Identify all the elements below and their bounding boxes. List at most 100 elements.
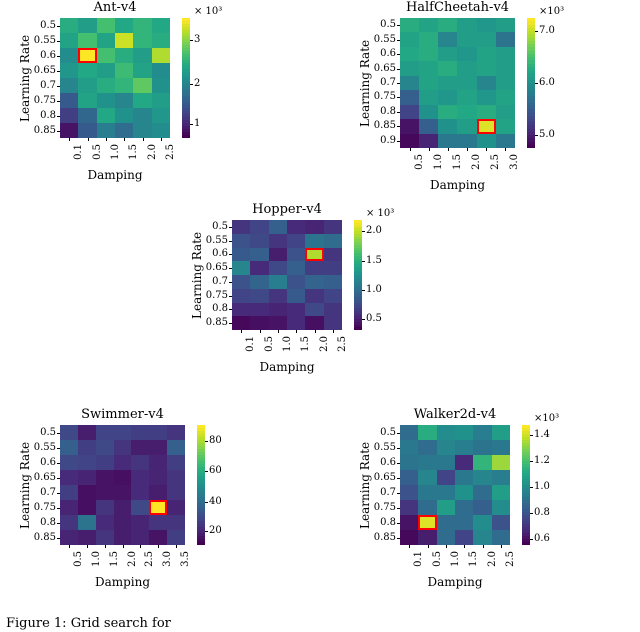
ytick-label: 0.65 <box>372 63 396 74</box>
colorbar-swimmer <box>197 425 205 545</box>
heatmap-cell <box>477 119 496 133</box>
heatmap-cell <box>78 455 96 470</box>
heatmap-cell <box>455 530 473 545</box>
heatmap-cell <box>477 105 496 119</box>
xtick-label: 2.0 <box>147 144 158 166</box>
title-hopper: Hopper-v4 <box>232 202 342 217</box>
heatmap-cell <box>400 485 418 500</box>
xtick-label: 2.0 <box>127 551 138 573</box>
heatmap-cell <box>419 76 438 90</box>
colorbar-tick: 3 <box>194 34 200 45</box>
heatmap-cell <box>287 275 305 289</box>
heatmap-cell <box>131 515 149 530</box>
heatmap-cell <box>133 78 151 93</box>
heatmap-cell <box>492 500 510 515</box>
xtick-label: 0.1 <box>73 144 84 166</box>
heatmap-cell <box>167 440 185 455</box>
heatmap-cell <box>418 500 436 515</box>
heatmap-cell <box>492 470 510 485</box>
heatmap-cell <box>96 455 114 470</box>
ylabel-swimmer: Learning Rate <box>18 442 32 529</box>
colorbar-halfcheetah <box>527 18 535 148</box>
heatmap-cell <box>457 119 476 133</box>
heatmap-cell <box>269 289 287 303</box>
heatmap-cell <box>131 470 149 485</box>
heatmap-cell <box>418 440 436 455</box>
heatmap-cell <box>437 530 455 545</box>
xtick-label: 2.0 <box>319 336 330 358</box>
heatmap-cell <box>114 485 132 500</box>
heatmap-cell <box>60 48 78 63</box>
heatmap-cell <box>60 108 78 123</box>
heatmap-cell <box>419 61 438 75</box>
ytick-label: 0.65 <box>32 472 56 483</box>
heatmap-cell <box>78 18 96 33</box>
heatmap-cell <box>114 530 132 545</box>
ytick-label: 0.85 <box>32 125 56 136</box>
ytick-label: 0.75 <box>32 95 56 106</box>
heatmap-cell <box>492 485 510 500</box>
heatmap-cell <box>97 123 115 138</box>
heatmap-cell <box>492 425 510 440</box>
ytick-label: 0.55 <box>372 442 396 453</box>
heatmap-cell <box>457 61 476 75</box>
heatmap-cell <box>438 76 457 90</box>
xtick-label: 0.1 <box>413 551 424 573</box>
ytick-label: 0.6 <box>32 50 56 61</box>
heatmap-hopper <box>232 220 342 330</box>
heatmap-cell <box>455 500 473 515</box>
heatmap-cell <box>473 515 491 530</box>
xtick-label: 2.5 <box>337 336 348 358</box>
heatmap-cell <box>167 455 185 470</box>
heatmap-cell <box>60 63 78 78</box>
ylabel-halfcheetah: Learning Rate <box>358 40 372 127</box>
heatmap-cell <box>496 47 515 61</box>
ytick-label: 0.7 <box>372 77 396 88</box>
heatmap-cell <box>60 515 78 530</box>
colorbar-tick: 1.2 <box>534 455 550 466</box>
heatmap-cell <box>78 108 96 123</box>
xtick-label: 0.5 <box>73 551 84 573</box>
xtick-label: 0.5 <box>414 154 425 176</box>
heatmap-cell <box>133 18 151 33</box>
heatmap-cell <box>133 123 151 138</box>
heatmap-cell <box>419 105 438 119</box>
heatmap-halfcheetah <box>400 18 515 148</box>
heatmap-cell <box>455 485 473 500</box>
heatmap-cell <box>438 105 457 119</box>
heatmap-cell <box>457 90 476 104</box>
heatmap-cell <box>473 470 491 485</box>
colorbar-tick: 7.0 <box>539 25 555 36</box>
heatmap-cell <box>400 76 419 90</box>
ytick-label: 0.5 <box>372 19 396 30</box>
xlabel-halfcheetah: Damping <box>400 178 515 192</box>
heatmap-cell <box>60 123 78 138</box>
heatmap-cell <box>418 425 436 440</box>
heatmap-cell <box>78 123 96 138</box>
heatmap-cell <box>269 261 287 275</box>
heatmap-cell <box>418 470 436 485</box>
heatmap-cell <box>269 316 287 330</box>
heatmap-cell <box>455 425 473 440</box>
ytick-label: 0.85 <box>372 120 396 131</box>
heatmap-cell <box>400 61 419 75</box>
heatmap-cell <box>167 515 185 530</box>
colorbar-tick: 1 <box>194 118 200 129</box>
heatmap-cell <box>324 303 342 317</box>
heatmap-cell <box>97 108 115 123</box>
colorbar-tick: 0.6 <box>534 533 550 544</box>
heatmap-cell <box>97 93 115 108</box>
heatmap-cell <box>457 47 476 61</box>
xtick-label: 3.0 <box>162 551 173 573</box>
heatmap-cell <box>496 105 515 119</box>
heatmap-cell <box>287 220 305 234</box>
colorbar-tick: 1.5 <box>366 255 382 266</box>
heatmap-cell <box>400 18 419 32</box>
heatmap-cell <box>400 470 418 485</box>
heatmap-cell <box>496 18 515 32</box>
ytick-label: 0.6 <box>372 457 396 468</box>
ytick-label: 0.9 <box>372 135 396 146</box>
heatmap-cell <box>96 425 114 440</box>
heatmap-cell <box>269 275 287 289</box>
xlabel-walker: Damping <box>400 575 510 589</box>
